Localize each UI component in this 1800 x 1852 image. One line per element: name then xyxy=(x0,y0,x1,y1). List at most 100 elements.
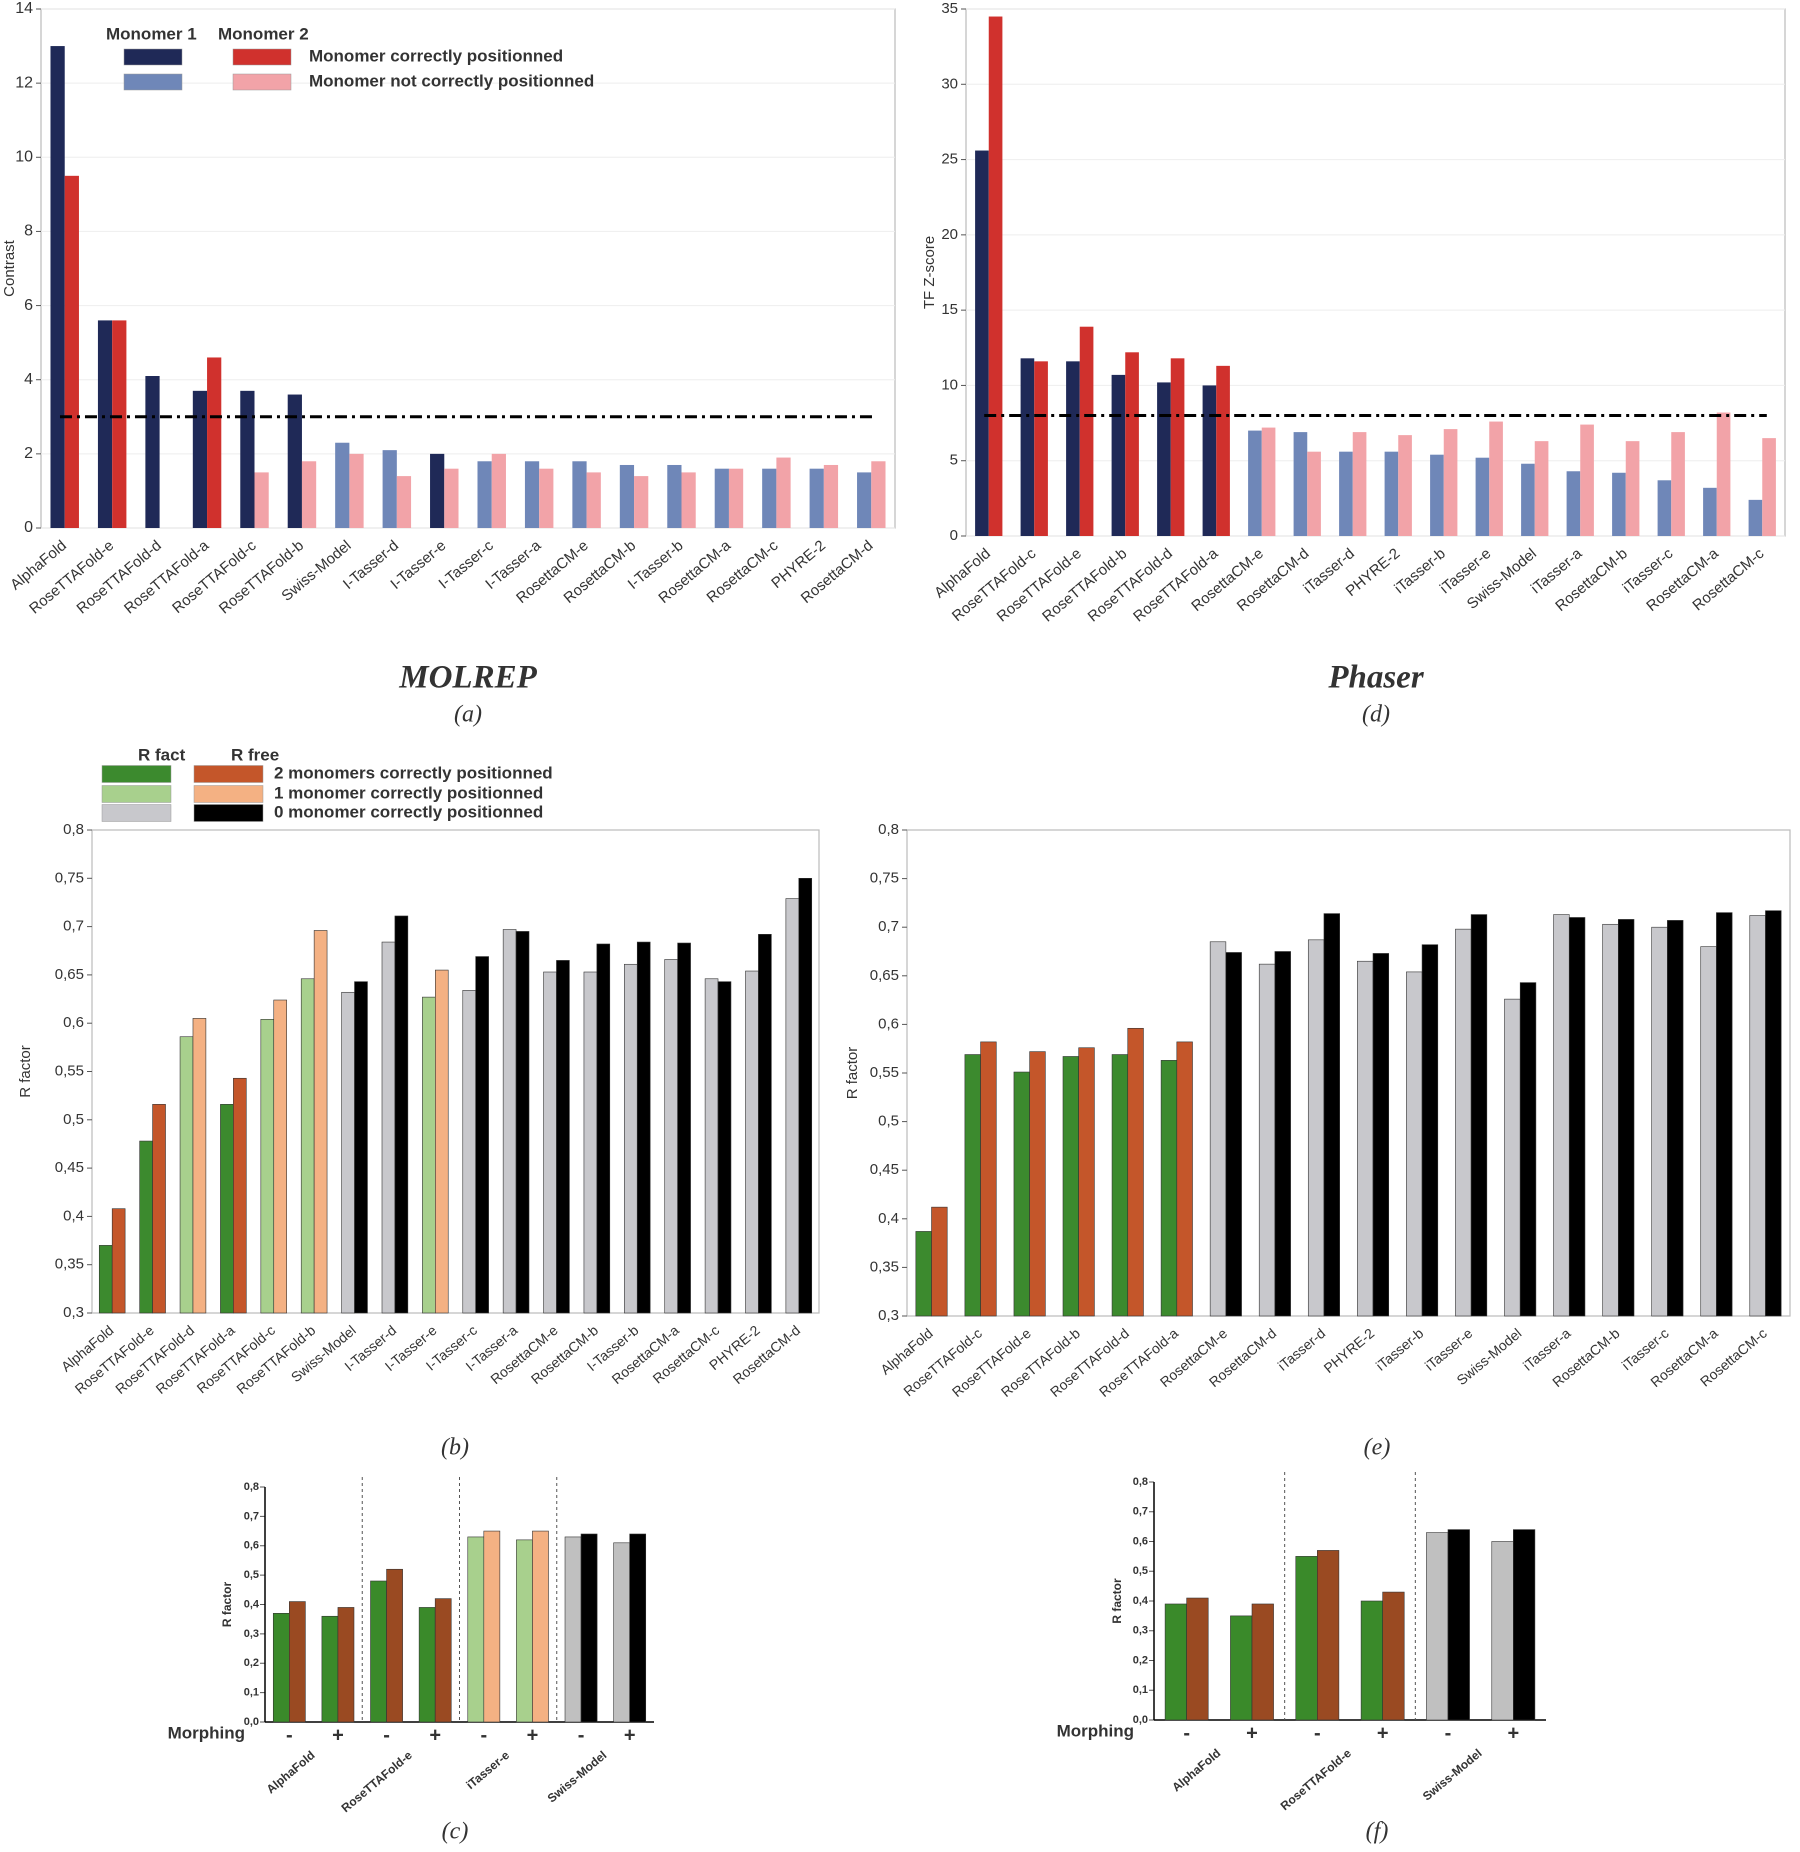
bar xyxy=(418,1607,436,1723)
bar xyxy=(260,1019,275,1314)
y-tick-label: 0,45 xyxy=(870,1161,899,1178)
y-tick-label: 0,55 xyxy=(870,1064,899,1081)
bar xyxy=(1261,427,1276,536)
y-tick-label: 0,65 xyxy=(55,966,84,983)
bar xyxy=(1602,923,1619,1317)
bar xyxy=(1455,928,1472,1317)
bar xyxy=(1176,1041,1193,1317)
y-tick-label: 6 xyxy=(24,297,33,314)
y-tick-label: 0,65 xyxy=(870,967,899,984)
bar xyxy=(50,46,65,528)
legend-header: Monomer 1 xyxy=(106,24,197,43)
y-tick-label: 0,5 xyxy=(244,1569,259,1581)
y-axis-label: R factor xyxy=(844,1047,861,1100)
y-tick-label: 20 xyxy=(941,226,958,243)
bar xyxy=(207,357,222,528)
bar xyxy=(300,978,315,1314)
x-tick-label: - xyxy=(480,1724,487,1746)
y-tick-label: 0,1 xyxy=(1133,1684,1148,1696)
bar xyxy=(192,390,208,528)
y-tick-label: 15 xyxy=(941,301,958,318)
bar xyxy=(467,1536,485,1723)
bar xyxy=(667,464,682,528)
y-tick-label: 0,3 xyxy=(244,1628,259,1640)
group-label: AlphaFold xyxy=(1169,1746,1223,1794)
bar xyxy=(1372,953,1390,1317)
bar xyxy=(583,971,598,1314)
y-tick-label: 0,4 xyxy=(878,1210,899,1227)
legend-header: Monomer 2 xyxy=(218,24,309,43)
bar xyxy=(823,464,839,528)
y-tick-label: 0,3 xyxy=(1133,1625,1148,1637)
bar xyxy=(1384,451,1399,536)
bar xyxy=(1258,963,1276,1317)
bar xyxy=(1202,385,1217,536)
bar xyxy=(1491,1541,1514,1721)
y-tick-label: 12 xyxy=(15,74,33,91)
bar xyxy=(1062,1056,1079,1317)
bar xyxy=(179,1036,194,1314)
bar xyxy=(394,915,409,1314)
y-tick-label: 0,5 xyxy=(878,1113,899,1130)
bar xyxy=(1671,432,1685,536)
legend-swatch xyxy=(232,73,292,91)
legend-label: Monomer correctly positionned xyxy=(309,46,563,65)
bar xyxy=(714,468,729,528)
y-tick-label: 0,75 xyxy=(870,870,899,887)
bar xyxy=(301,461,317,528)
bar xyxy=(1513,1529,1536,1721)
bar xyxy=(192,1018,207,1314)
bar xyxy=(931,1206,948,1317)
x-tick-label: + xyxy=(1507,1722,1519,1744)
bar xyxy=(857,472,872,528)
bar xyxy=(240,390,255,528)
x-tick-label: + xyxy=(624,1724,636,1746)
bar xyxy=(1534,441,1549,536)
bar xyxy=(1625,441,1640,536)
bar xyxy=(624,963,638,1314)
bar xyxy=(1553,914,1570,1317)
bar xyxy=(634,476,649,528)
bar xyxy=(337,1607,355,1723)
bar xyxy=(1307,939,1325,1317)
group-label: RoseTTAFold-e xyxy=(1278,1746,1354,1813)
y-tick-label: 14 xyxy=(15,0,33,17)
bar xyxy=(1317,1550,1340,1721)
bar xyxy=(1020,358,1035,536)
bar xyxy=(152,1104,166,1314)
bar xyxy=(273,999,287,1314)
bar xyxy=(422,996,436,1314)
bar xyxy=(664,959,678,1314)
y-tick-label: 0,5 xyxy=(63,1111,84,1128)
bar xyxy=(524,461,540,528)
legend-swatch xyxy=(193,785,264,803)
bar xyxy=(1703,487,1717,536)
group-label: iTasser-e xyxy=(463,1748,512,1792)
bar xyxy=(502,929,517,1314)
y-tick-label: 0,3 xyxy=(878,1307,899,1324)
bar xyxy=(762,468,777,528)
bar xyxy=(776,457,791,528)
x-tick-label: - xyxy=(1183,1722,1190,1744)
bar xyxy=(272,1613,290,1723)
x-tick-label: - xyxy=(286,1724,293,1746)
x-tick-label: iTasser-d xyxy=(1274,1325,1328,1374)
legend-swatch xyxy=(123,48,183,66)
y-tick-label: 0,6 xyxy=(244,1540,259,1552)
panel-caption: (a) xyxy=(454,702,482,728)
chart-title: Phaser xyxy=(1327,660,1425,696)
bar xyxy=(516,1539,533,1723)
y-tick-label: 0,3 xyxy=(63,1304,84,1321)
bar xyxy=(980,1041,997,1317)
bar xyxy=(112,320,127,528)
bar xyxy=(1426,1532,1449,1721)
bar xyxy=(1307,451,1321,536)
bar xyxy=(354,981,368,1314)
bar xyxy=(1398,435,1412,536)
bar xyxy=(1323,913,1340,1317)
bar xyxy=(580,1533,598,1723)
bar xyxy=(1749,915,1766,1317)
y-tick-label: 0 xyxy=(950,527,958,544)
legend-swatch xyxy=(101,804,172,822)
bar xyxy=(1443,429,1458,536)
